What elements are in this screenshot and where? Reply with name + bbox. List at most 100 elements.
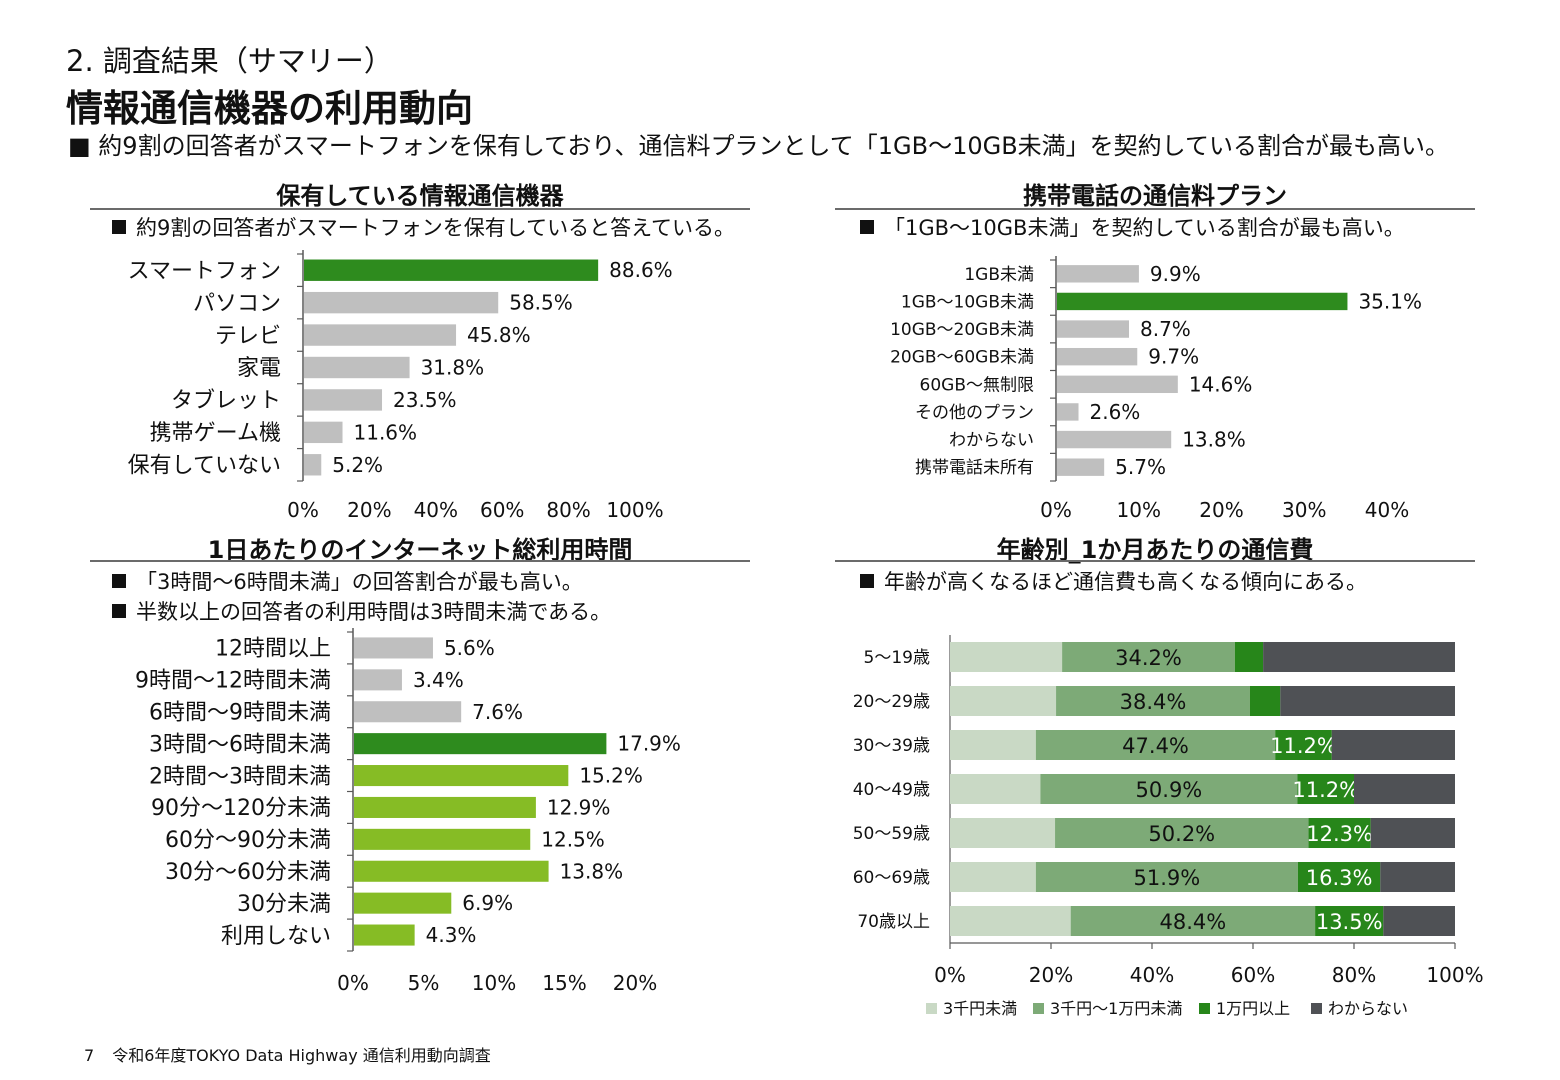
devices-category-label: パソコン xyxy=(193,291,281,316)
internet-value-label: 17.9% xyxy=(617,732,681,756)
devices-category-label: 家電 xyxy=(237,356,281,381)
bullet-square-icon xyxy=(860,220,874,234)
cost-bar-segment xyxy=(1035,862,1298,892)
plans-category-label: 1GB～10GB未満 xyxy=(901,292,1034,312)
plans-x-tick-label: 10% xyxy=(1117,498,1161,522)
cost-bar-segment xyxy=(950,730,1036,760)
cost-legend-label: 1万円以上 xyxy=(1216,999,1290,1018)
internet-panel-title: 1日あたりのインターネット総利用時間 xyxy=(207,536,633,564)
devices-bar xyxy=(304,389,383,411)
internet-bullet-text: 「3時間～6時間未満」の回答割合が最も高い。 xyxy=(136,570,583,594)
internet-bar xyxy=(354,860,549,882)
cost-legend-swatch xyxy=(1033,1003,1044,1014)
cost-bar-segment xyxy=(1297,774,1354,804)
cost-bar-segment xyxy=(1354,774,1455,804)
plans-x-tick-label: 30% xyxy=(1282,498,1326,522)
cost-segment-label: 12.3% xyxy=(1306,822,1373,846)
plans-bar xyxy=(1057,430,1172,449)
cost-segment-label: 51.9% xyxy=(1134,866,1201,890)
plans-value-label: 35.1% xyxy=(1358,289,1422,313)
internet-bullet-text: 半数以上の回答者の利用時間は3時間未満である。 xyxy=(136,600,612,624)
devices-category-label: 携帯ゲーム機 xyxy=(150,421,281,446)
source-note: 令和6年度TOKYO Data Highway 通信利用動向調査 xyxy=(112,1046,491,1065)
internet-bar xyxy=(354,924,415,946)
devices-value-label: 58.5% xyxy=(509,291,573,315)
cost-segment-label: 11.2% xyxy=(1292,778,1359,802)
cost-bar-segment xyxy=(1062,642,1235,672)
internet-bar xyxy=(354,733,607,755)
plans-x-tick-label: 40% xyxy=(1365,498,1409,522)
cost-bar-segment xyxy=(950,862,1036,892)
cost-bar-segment xyxy=(1315,906,1384,936)
cost-bar-segment xyxy=(1383,906,1455,936)
devices-x-tick-label: 100% xyxy=(606,498,663,522)
devices-bar xyxy=(304,259,599,281)
internet-category-label: 30分～60分未満 xyxy=(165,860,331,885)
cost-bar-segment xyxy=(1280,686,1455,716)
internet-category-label: 90分～120分未満 xyxy=(151,796,331,821)
cost-category-label: 70歳以上 xyxy=(857,912,930,932)
internet-bar xyxy=(354,796,536,818)
plans-panel-title: 携帯電話の通信料プラン xyxy=(1023,182,1287,210)
bullet-square-icon xyxy=(112,604,126,618)
cost-bar-segment xyxy=(950,818,1056,848)
plans-category-label: 60GB～無制限 xyxy=(920,375,1034,395)
devices-value-label: 5.2% xyxy=(332,453,383,477)
plans-category-label: 20GB～60GB未満 xyxy=(890,348,1034,368)
plans-value-label: 9.7% xyxy=(1148,345,1199,369)
cost-bar-segment xyxy=(950,774,1041,804)
devices-value-label: 11.6% xyxy=(354,420,418,444)
internet-category-label: 60分～90分未満 xyxy=(165,828,331,853)
cost-panel-title: 年齢別_1か月あたりの通信費 xyxy=(996,536,1314,564)
cost-bar-segment xyxy=(1331,730,1455,760)
internet-value-label: 12.9% xyxy=(547,795,611,819)
cost-bar-segment xyxy=(1308,818,1371,848)
cost-bar-segment xyxy=(950,642,1063,672)
cost-category-label: 5～19歳 xyxy=(864,648,930,668)
internet-bar xyxy=(354,637,433,659)
cost-bar-segment xyxy=(1380,862,1455,892)
internet-category-label: 6時間～9時間未満 xyxy=(149,700,331,725)
bullet-square-icon xyxy=(112,574,126,588)
page-number: 7 xyxy=(84,1046,95,1065)
cost-category-label: 40～49歳 xyxy=(853,780,930,800)
cost-segment-label: 16.3% xyxy=(1306,866,1373,890)
devices-value-label: 23.5% xyxy=(393,388,457,412)
plans-value-label: 9.9% xyxy=(1150,262,1201,286)
cost-category-label: 30～39歳 xyxy=(853,736,930,756)
cost-bar-segment xyxy=(1056,686,1250,716)
plans-x-tick-label: 0% xyxy=(1040,498,1072,522)
internet-value-label: 15.2% xyxy=(579,764,643,788)
cost-x-tick-label: 40% xyxy=(1130,963,1174,987)
devices-bar xyxy=(304,454,322,476)
devices-bar xyxy=(304,291,499,314)
internet-bullet-0: 「3時間～6時間未満」の回答割合が最も高い。 xyxy=(112,566,583,596)
devices-bullet-0: 約9割の回答者がスマートフォンを保有していると答えている。 xyxy=(112,212,735,242)
devices-bar xyxy=(304,324,457,346)
cost-x-tick-label: 20% xyxy=(1029,963,1073,987)
internet-value-label: 12.5% xyxy=(541,827,605,851)
cost-x-tick-label: 100% xyxy=(1426,963,1483,987)
bullet-square-icon xyxy=(112,220,126,234)
cost-legend-swatch xyxy=(926,1003,937,1014)
cost-panel-rule xyxy=(835,560,1475,562)
internet-bar xyxy=(354,828,531,850)
devices-category-label: タブレット xyxy=(171,389,281,414)
internet-value-label: 6.9% xyxy=(462,891,513,915)
cost-segment-label: 50.9% xyxy=(1136,778,1203,802)
plans-value-label: 5.7% xyxy=(1115,455,1166,479)
cost-bar-segment xyxy=(950,686,1057,716)
devices-category-label: スマートフォン xyxy=(128,259,281,284)
cost-legend-swatch xyxy=(1311,1003,1322,1014)
cost-segment-label: 34.2% xyxy=(1115,646,1182,670)
plans-bar xyxy=(1057,320,1129,338)
cost-legend-label: 3千円未満 xyxy=(943,999,1017,1018)
cost-bar-segment xyxy=(1040,774,1298,804)
plans-category-label: わからない xyxy=(949,431,1034,451)
devices-bar xyxy=(304,356,410,379)
footer: 7 令和6年度TOKYO Data Highway 通信利用動向調査 xyxy=(84,1042,491,1066)
internet-category-label: 30分未満 xyxy=(237,892,331,917)
